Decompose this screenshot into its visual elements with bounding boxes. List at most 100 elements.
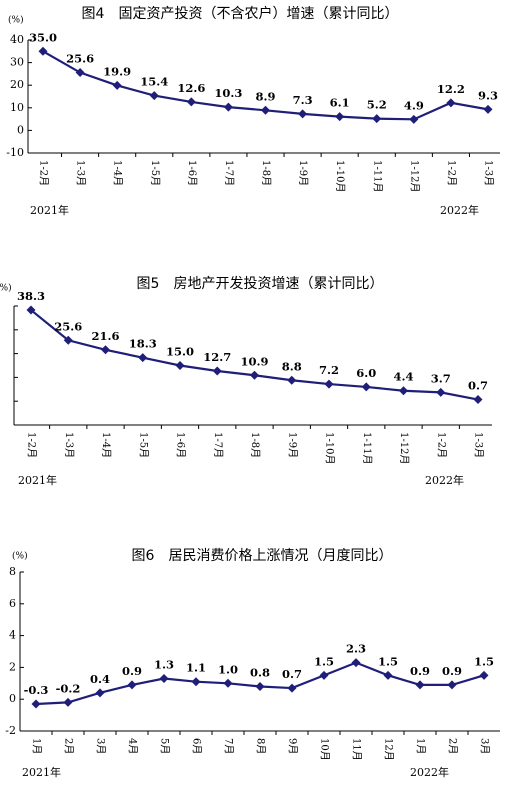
x-tick-label: 1-3月 [483,160,495,186]
chart-title: 图4 固定资产投资（不含农户）增速（累计同比） [82,5,399,22]
x-tick-label: 1-11月 [371,160,383,192]
value-label: 0.9 [442,664,462,678]
marker [101,345,110,355]
value-label: 38.3 [17,289,45,303]
x-tick-label: 1-3月 [75,160,87,186]
marker [399,386,408,396]
marker [335,112,345,122]
x-tick-label: 1-5月 [137,432,149,458]
value-label: 21.6 [91,329,119,343]
x-tick-label: 4月 [127,738,139,754]
x-tick-label: 1-10月 [334,160,346,192]
marker [175,361,185,370]
value-label: 0.8 [250,665,270,679]
year-label: 2021年 [30,203,69,217]
marker [63,335,73,345]
x-tick-label: 9月 [287,738,299,754]
year-label: 2021年 [22,765,61,779]
y-tick-label: -2 [5,724,16,737]
value-label: 0.7 [468,379,488,393]
x-tick-label: 1-9月 [286,432,298,458]
marker [138,353,148,363]
x-tick-label: 1-6月 [175,432,187,458]
y-tick-label: 8 [9,565,16,578]
marker [255,681,265,691]
unit-label: (%) [0,283,12,294]
marker [483,104,493,114]
x-tick-label: 5月 [159,738,171,754]
value-label: 1.5 [474,654,494,668]
x-tick-label: 1-6月 [186,160,198,186]
x-tick-label: 8月 [255,738,267,754]
marker [95,688,105,698]
marker [298,109,308,119]
value-label: 5.2 [367,98,387,112]
unit-label: (%) [8,15,24,26]
value-label: 12.2 [437,82,465,96]
x-tick-label: 1-7月 [212,432,224,458]
marker [223,678,233,688]
y-tick-label: 10 [10,101,24,114]
y-tick-label: 6 [9,597,16,610]
marker [324,379,334,389]
marker [191,677,201,687]
value-label: 1.3 [154,658,174,672]
unit-label: (%) [12,551,28,562]
x-tick-label: 1-10月 [324,432,336,464]
x-tick-label: 3月 [95,738,107,754]
y-tick-label: 40 [10,33,24,46]
x-tick-label: 1-4月 [112,160,124,186]
y-tick-label: 0 [9,692,16,705]
x-tick-label: 1-9月 [297,160,309,186]
marker [250,370,259,380]
x-tick-label: 1-11月 [361,432,373,464]
marker [149,91,159,101]
year-label: 2021年 [18,473,57,487]
marker [75,68,85,78]
value-label: 3.7 [431,371,451,385]
marker [319,670,329,680]
y-tick-label: -10 [6,146,24,159]
value-label: 1.5 [378,654,398,668]
x-tick-label: 1-2月 [445,160,457,186]
y-tick-label: 2 [9,660,16,673]
marker [351,658,361,668]
x-tick-label: 2月 [63,738,75,754]
y-tick-label: 4 [9,629,16,642]
value-label: 2.3 [346,642,366,656]
marker [436,387,446,397]
x-tick-label: 1-5月 [149,160,161,186]
x-tick-label: 1月 [415,738,427,754]
y-tick-label: 20 [10,78,24,91]
marker [446,98,456,108]
value-label: 0.7 [282,667,302,681]
marker [26,305,36,315]
x-tick-label: 1-4月 [100,432,112,458]
value-label: 0.4 [90,672,110,686]
value-label: 12.7 [203,350,231,364]
x-tick-label: 1-7月 [223,160,235,186]
value-label: 15.0 [166,345,194,359]
marker [409,114,419,124]
y-tick-label: 0 [17,123,24,136]
value-label: 8.8 [282,359,302,373]
marker [261,105,270,115]
value-label: 0.9 [410,664,430,678]
x-tick-label: 12月 [383,738,395,761]
value-label: -0.2 [56,681,81,695]
value-label: 6.1 [330,96,350,110]
y-tick-label: 30 [10,56,24,69]
marker [287,375,297,385]
value-label: 1.1 [186,661,206,675]
year-label: 2022年 [425,473,464,487]
marker [473,395,483,405]
value-label: -0.3 [24,683,49,697]
value-label: 12.6 [177,81,205,95]
year-label: 2022年 [440,203,479,217]
x-tick-label: 1-8月 [249,432,261,458]
x-tick-label: 10月 [319,738,331,761]
marker [38,46,48,56]
marker [479,670,489,680]
x-tick-label: 1-3月 [473,432,485,458]
